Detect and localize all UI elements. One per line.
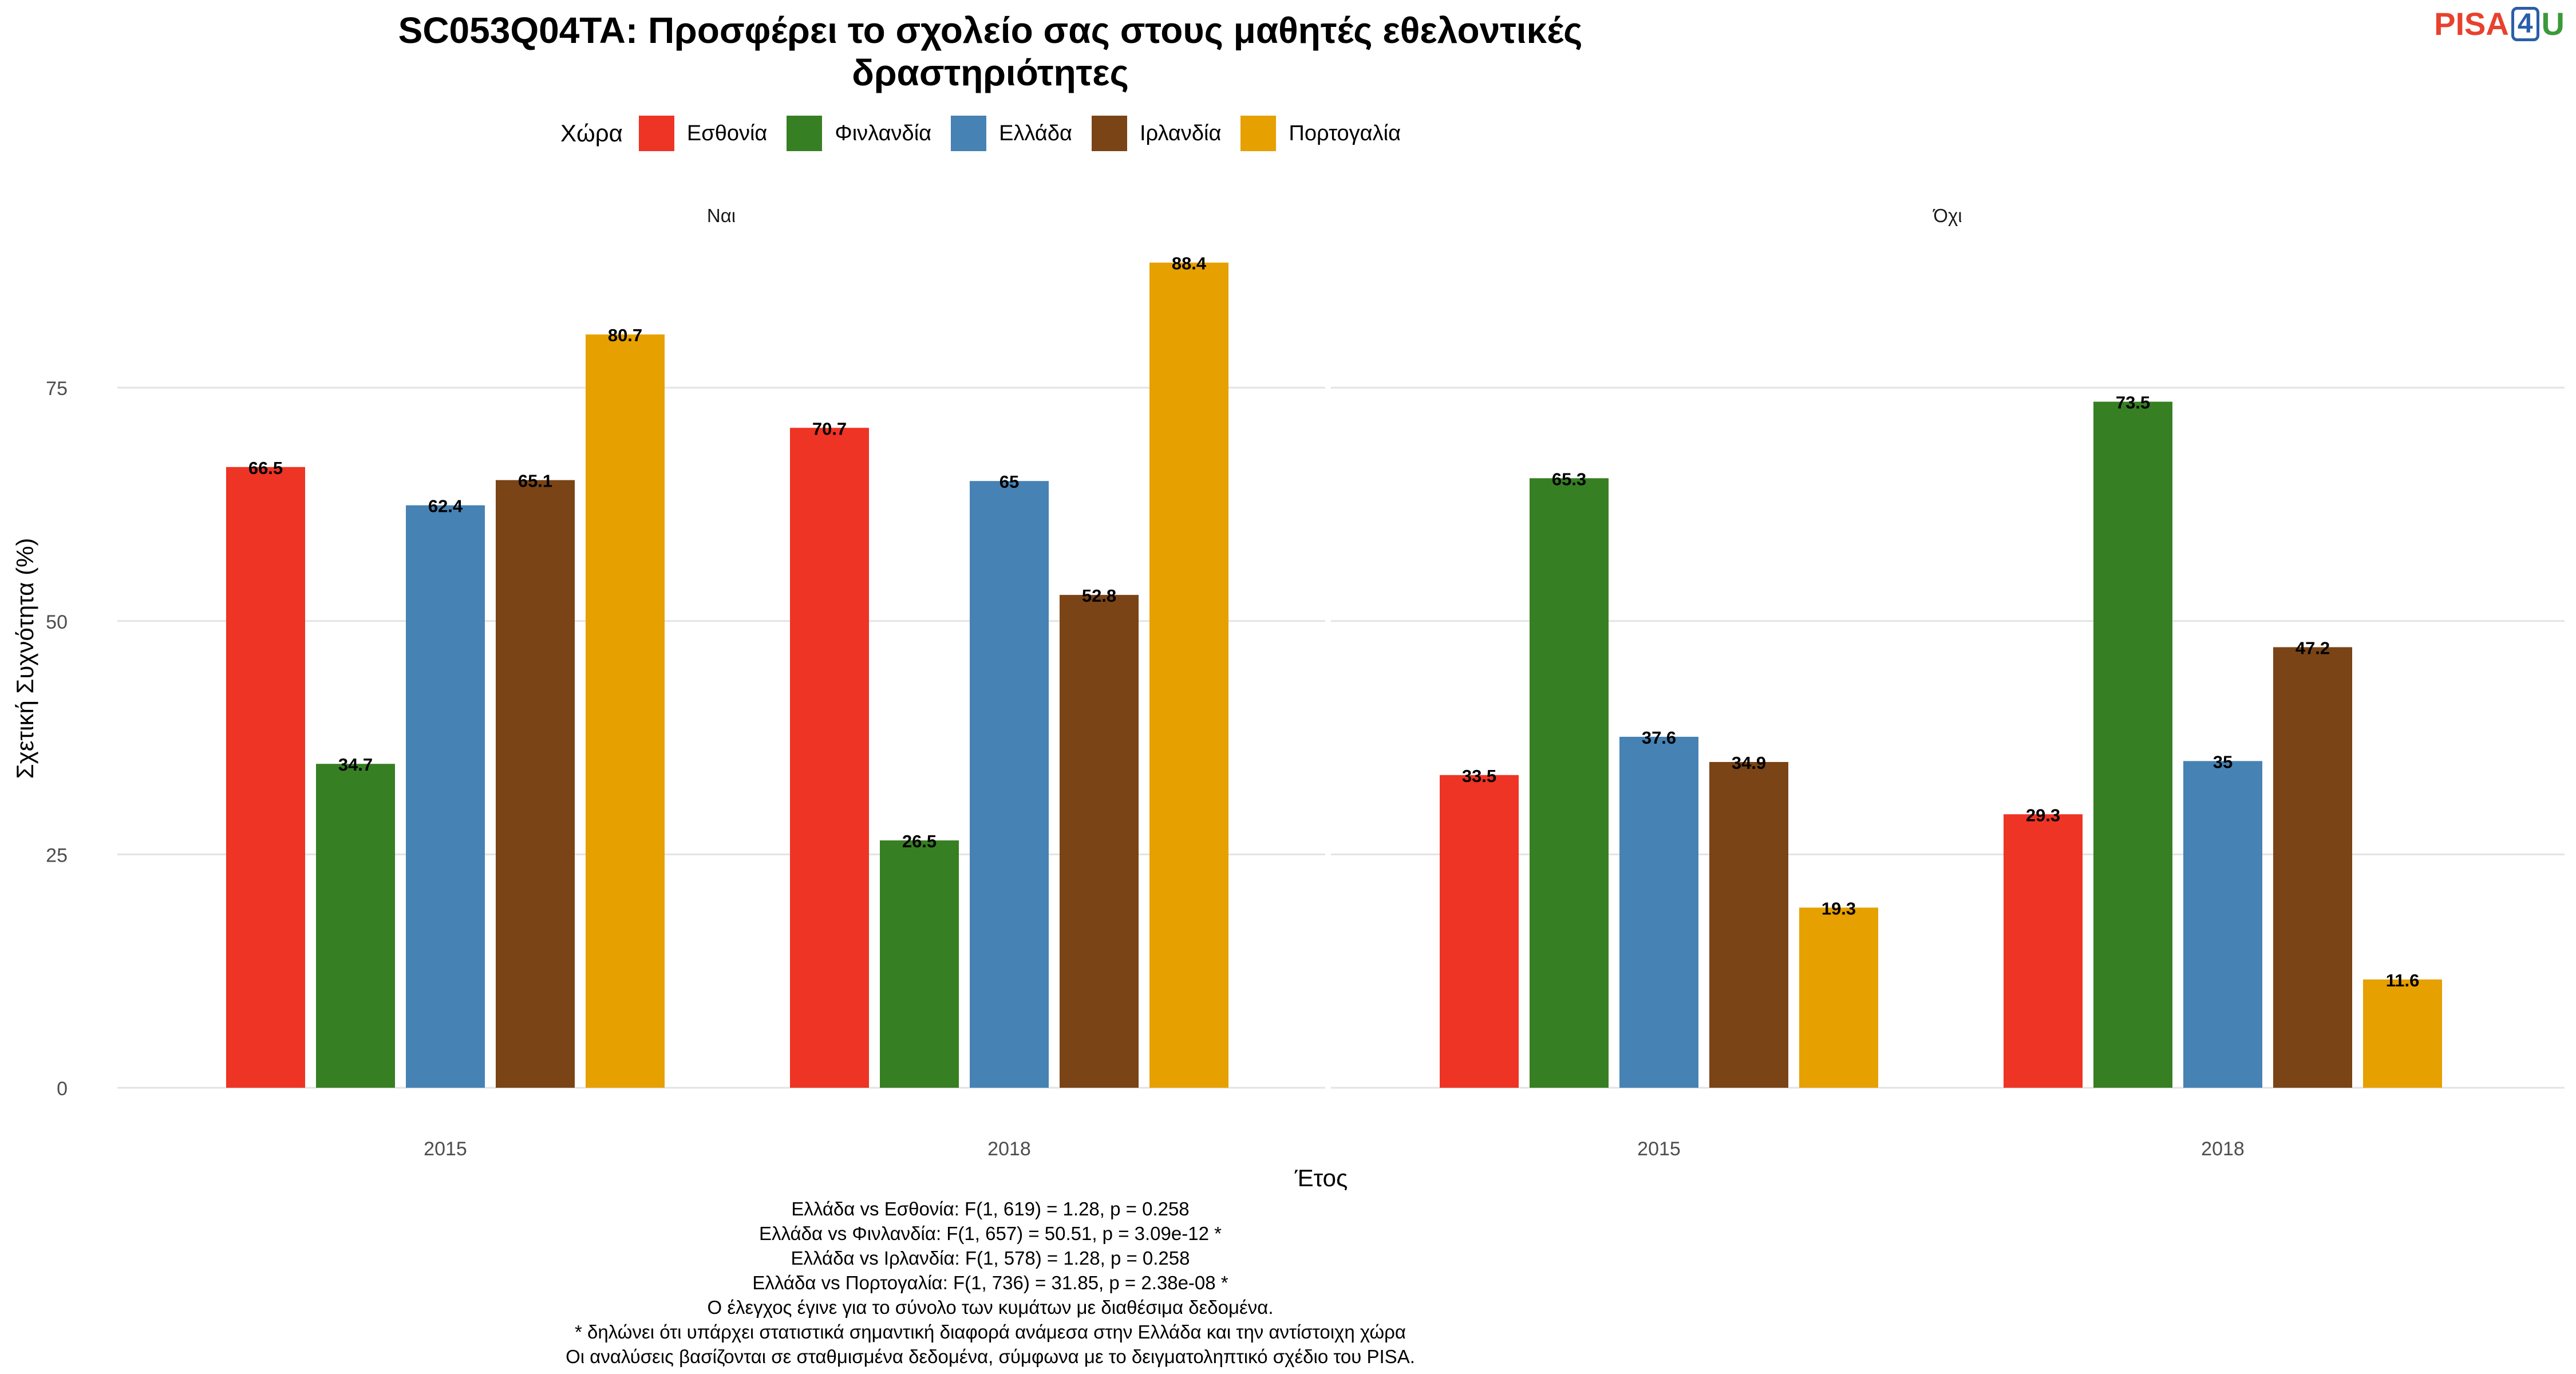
x-axis-title: Έτος [1294, 1164, 1348, 1191]
data-label: 26.5 [902, 831, 937, 851]
facet-label: Όχι [1932, 205, 1962, 226]
legend-title: Χώρα [560, 120, 623, 147]
bar [970, 481, 1049, 1088]
legend-label: Εσθονία [686, 121, 768, 145]
chart-plot-area: Σχετική Συχνότητα (%) 0 25 50 75 Ναι 66.5 34.7 6… [11, 205, 2565, 1191]
data-label: 11.6 [2386, 970, 2420, 990]
legend-swatch [1092, 116, 1127, 151]
data-label: 19.3 [1822, 898, 1856, 918]
x-tick-label: 2015 [1637, 1138, 1681, 1160]
data-label: 88.4 [1172, 254, 1207, 274]
data-label: 65.1 [518, 471, 552, 491]
logo-u-text: U [2541, 6, 2565, 42]
data-label: 65 [999, 472, 1019, 492]
chart-title-line-2: δραστηριότητες [852, 52, 1129, 93]
data-label: 62.4 [428, 496, 463, 516]
bar [496, 480, 575, 1088]
data-label: 65.3 [1552, 469, 1586, 489]
y-tick-label: 75 [46, 378, 68, 400]
footnote-line: Ο έλεγχος έγινε για το σύνολο των κυμάτω… [707, 1297, 1274, 1318]
bar [316, 764, 395, 1088]
data-label: 35 [2213, 752, 2233, 772]
legend-item: Ελλάδα [951, 116, 1072, 151]
legend-swatch [951, 116, 987, 151]
bar [1149, 262, 1228, 1088]
y-tick-label: 0 [57, 1078, 68, 1100]
legend-item: Φινλανδία [787, 116, 931, 151]
x-tick-label: 2015 [424, 1138, 467, 1160]
bar [880, 840, 959, 1088]
data-label: 37.6 [1642, 728, 1676, 748]
data-label: 73.5 [2116, 393, 2150, 413]
legend-swatch [787, 116, 823, 151]
bar [1799, 907, 1878, 1088]
data-label: 66.5 [248, 458, 283, 478]
bar [2363, 979, 2442, 1088]
y-axis-title: Σχετική Συχνότητα (%) [11, 538, 38, 779]
legend-label: Ελλάδα [999, 121, 1072, 145]
logo-pisa-text: PISA [2434, 6, 2509, 42]
bar [1709, 761, 1788, 1088]
x-tick-label: 2018 [987, 1138, 1031, 1160]
footnote-line: Ελλάδα vs Εσθονία: F(1, 619) = 1.28, p =… [791, 1198, 1190, 1219]
pisa4u-logo: PISA 4 U [2434, 6, 2565, 42]
data-label: 47.2 [2296, 638, 2330, 658]
legend-label: Ιρλανδία [1140, 121, 1222, 145]
data-label: 80.7 [608, 325, 642, 345]
legend-item: Εσθονία [638, 116, 768, 151]
data-label: 29.3 [2026, 805, 2060, 825]
footnote-line: Ελλάδα vs Πορτογαλία: F(1, 736) = 31.85,… [752, 1272, 1228, 1293]
data-label: 33.5 [1462, 766, 1496, 786]
data-label: 34.7 [338, 755, 373, 775]
footnote-line: Ελλάδα vs Φινλανδία: F(1, 657) = 50.51, … [759, 1223, 1222, 1244]
y-tick-label: 50 [46, 611, 68, 633]
bar [226, 467, 305, 1088]
bar [2273, 647, 2352, 1088]
chart-legend: Χώρα Εσθονία Φινλανδία Ελλάδα Ιρλανδία Πορτο… [0, 116, 1981, 151]
legend-swatch [638, 116, 674, 151]
bar [1060, 595, 1139, 1088]
legend-label: Φινλανδία [835, 121, 932, 145]
data-label: 52.8 [1082, 586, 1116, 606]
legend-label: Πορτογαλία [1289, 121, 1401, 145]
footnote-line: Ελλάδα vs Ιρλανδία: F(1, 578) = 1.28, p … [791, 1247, 1190, 1269]
footnote-line: * δηλώνει ότι υπάρχει στατιστικά σημαντι… [575, 1321, 1406, 1343]
legend-item: Πορτογαλία [1240, 116, 1401, 151]
facet-label: Ναι [707, 205, 736, 226]
bar [1440, 775, 1519, 1088]
bar [2004, 814, 2083, 1088]
chart-title-line-1: SC053Q04TA: Προσφέρει το σχολείο σας στο… [398, 10, 1583, 51]
x-tick-label: 2018 [2201, 1138, 2245, 1160]
bar [1619, 736, 1698, 1088]
bar [586, 334, 665, 1088]
legend-swatch [1240, 116, 1277, 151]
data-label: 70.7 [812, 418, 847, 439]
y-tick-label: 25 [46, 844, 68, 866]
data-label: 34.9 [1732, 753, 1766, 773]
bar [2183, 761, 2262, 1088]
legend-item: Ιρλανδία [1092, 116, 1221, 151]
chart-footnotes: Ελλάδα vs Εσθονία: F(1, 619) = 1.28, p =… [0, 1197, 1981, 1369]
bar [406, 505, 485, 1088]
footnote-line: Οι αναλύσεις βασίζονται σε σταθμισμένα δ… [566, 1346, 1415, 1367]
bar [2093, 401, 2172, 1088]
bar [1530, 478, 1609, 1088]
bar [790, 428, 869, 1088]
logo-number: 4 [2511, 7, 2539, 41]
